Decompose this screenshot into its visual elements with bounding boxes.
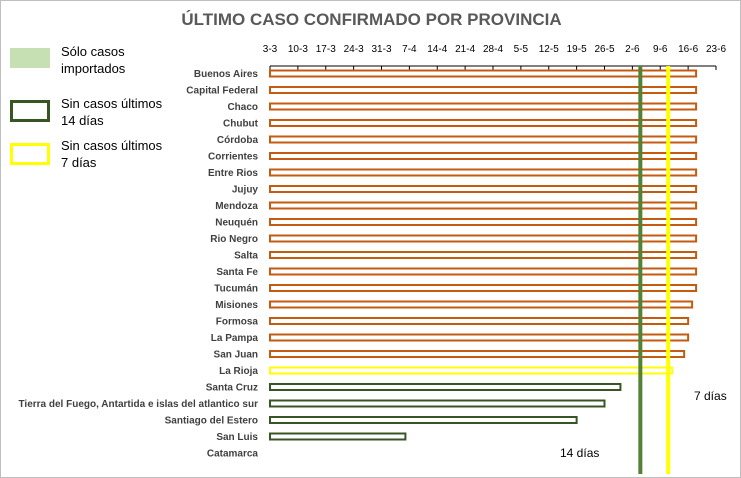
bar-chubut <box>269 119 698 127</box>
legend-label-14-days: Sin casos últimos 14 días <box>61 96 163 128</box>
x-tick-label: 7-4 <box>402 44 417 55</box>
bar-la-rioja <box>269 366 674 375</box>
x-tick-label: 21-4 <box>455 44 475 55</box>
bar-la-pampa <box>269 333 690 342</box>
bar-corrientes <box>269 152 698 160</box>
bar-tierra-del-fuego-antartida-e-islas-del-atlantico-sur <box>269 399 606 408</box>
category-label: Salta <box>234 251 258 262</box>
category-label: Santa Fe <box>216 267 258 278</box>
category-label: San Juan <box>214 350 258 361</box>
x-tick-label: 26-5 <box>594 44 614 55</box>
x-tick-label: 2-6 <box>625 44 640 55</box>
bar-c-rdoba <box>269 135 698 144</box>
bar-jujuy <box>269 185 698 193</box>
x-tick-label: 5-5 <box>514 44 529 55</box>
legend-swatch-14-days <box>10 100 50 122</box>
x-tick-label: 23-6 <box>706 44 726 55</box>
bar-salta <box>269 251 698 259</box>
x-tick-label: 31-3 <box>371 44 391 55</box>
category-label: La Rioja <box>219 366 258 377</box>
category-label: Entre Rios <box>208 168 258 179</box>
bar-formosa <box>269 317 690 325</box>
x-tick-label: 24-3 <box>344 44 364 55</box>
bar-tucum-n <box>269 284 698 292</box>
bar-san-luis <box>269 432 407 441</box>
x-tick-label: 14-4 <box>427 44 447 55</box>
category-label: Capital Federal <box>186 86 258 97</box>
x-tick-label: 9-6 <box>653 44 668 55</box>
category-label: Buenos Aires <box>194 69 259 80</box>
bar-capital-federal <box>269 86 698 94</box>
category-label: Misiones <box>215 300 258 311</box>
x-tick-label: 28-4 <box>483 44 503 55</box>
x-tick-label: 12-5 <box>539 44 559 55</box>
category-label: Mendoza <box>215 201 258 212</box>
category-label: Catamarca <box>207 449 259 460</box>
bar-neuqu-n <box>269 218 698 226</box>
category-label: Chaco <box>227 102 258 113</box>
category-label: Rio Negro <box>210 234 258 245</box>
legend-swatch-imported <box>10 48 50 68</box>
annotation-7-days: 7 días <box>694 389 727 403</box>
category-label: Chubut <box>223 119 259 130</box>
bar-chaco <box>269 102 698 111</box>
legend-label-7-days: Sin casos últimos 7 días <box>61 138 163 170</box>
x-tick-label: 3-3 <box>263 44 278 55</box>
bar-buenos-aires <box>269 69 698 78</box>
category-label: Jujuy <box>232 185 259 196</box>
bar-rio-negro <box>269 234 698 243</box>
bar-mendoza <box>269 201 698 210</box>
legend-label-imported: Sólo casos importados <box>61 44 126 76</box>
category-label: Formosa <box>216 317 259 328</box>
bar-entre-rios <box>269 168 698 177</box>
x-tick-label: 10-3 <box>288 44 308 55</box>
category-label: Santiago del Estero <box>165 416 258 427</box>
category-label: Tierra del Fuego, Antartida e islas del … <box>18 399 258 410</box>
x-tick-label: 19-5 <box>567 44 587 55</box>
category-label: Santa Cruz <box>206 383 258 394</box>
bar-san-juan <box>269 350 686 358</box>
category-label: Corrientes <box>208 152 258 163</box>
annotation-14-days: 14 días <box>560 446 599 460</box>
legend-swatch-7-days <box>10 143 50 165</box>
category-label: La Pampa <box>211 333 259 344</box>
chart-title: ÚLTIMO CASO CONFIRMADO POR PROVINCIA <box>181 10 562 29</box>
bar-santa-fe <box>269 267 698 276</box>
category-label: Tucumán <box>214 284 258 295</box>
category-label: San Luis <box>216 432 258 443</box>
bar-santa-cruz <box>269 383 622 391</box>
category-label: Córdoba <box>217 135 259 146</box>
x-tick-label: 16-6 <box>678 44 698 55</box>
x-tick-label: 17-3 <box>316 44 336 55</box>
category-label: Neuquén <box>215 218 258 229</box>
bar-misiones <box>269 300 694 309</box>
bar-santiago-del-estero <box>269 416 578 424</box>
